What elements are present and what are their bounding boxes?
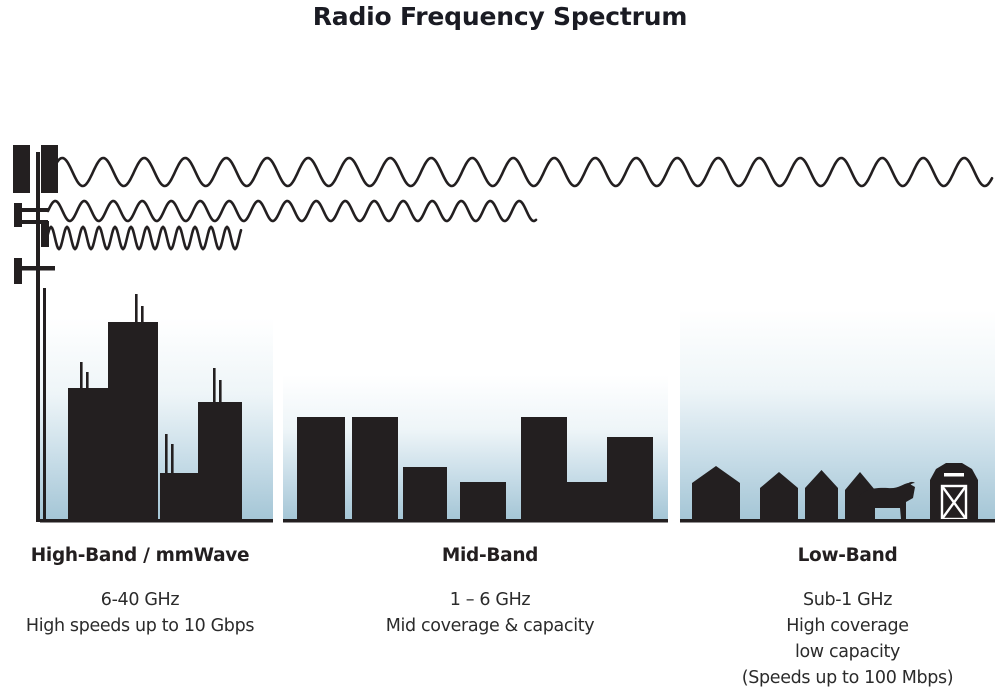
radio-waves-layer — [45, 156, 994, 251]
caption-mid-band: Mid-Band 1 – 6 GHz Mid coverage & capaci… — [350, 545, 630, 639]
mid-band-building-1 — [352, 417, 398, 519]
low-band-barn-body — [930, 463, 978, 519]
high-band-building-4-spire-0 — [213, 368, 216, 406]
band-detail-low-1: High coverage — [786, 616, 909, 636]
mid-band-wave — [46, 199, 538, 223]
low-band-house-1 — [760, 472, 798, 519]
low-band-panel — [680, 310, 995, 523]
tower-mast-secondary — [43, 288, 46, 522]
low-band-ground-line — [680, 519, 995, 523]
cell-tower-layer — [13, 145, 58, 522]
low-band-cow-body — [858, 483, 915, 519]
tower-mast-main — [36, 152, 40, 522]
band-detail-high-0: 6-40 GHz — [100, 590, 180, 610]
low-band-house-0 — [692, 466, 740, 519]
band-detail-high-1: High speeds up to 10 Gbps — [25, 616, 255, 636]
band-label-low: Low-Band — [797, 545, 898, 566]
band-detail-mid-0: 1 – 6 GHz — [449, 590, 531, 610]
band-label-mid: Mid-Band — [441, 545, 539, 566]
high-band-building-2-spire-0 — [135, 294, 138, 326]
high-band-building-2 — [108, 322, 158, 519]
mid-band-building-6 — [607, 437, 653, 519]
high-band-building-3-spire-1 — [171, 444, 174, 477]
high-band-wave — [45, 225, 243, 251]
band-detail-low-2: low capacity — [794, 642, 901, 662]
cell-tower — [13, 145, 58, 522]
mid-band-building-0 — [297, 417, 345, 519]
mid-band-building-2 — [403, 467, 447, 519]
high-band-building-4 — [198, 402, 242, 519]
band-detail-low-3: (Speeds up to 100 Mbps) — [741, 668, 954, 688]
page-title: Radio Frequency Spectrum — [312, 2, 688, 31]
tower-crossbar-1 — [22, 208, 48, 212]
tower-antenna-panel-4 — [41, 221, 49, 247]
tower-antenna-panel-3 — [14, 203, 22, 227]
low-band-house-2 — [805, 470, 838, 519]
high-band-building-0-spire-1 — [86, 372, 89, 392]
tower-crossbar-2 — [22, 220, 48, 224]
mid-band-ground-line — [283, 519, 668, 523]
low-band-cow-horn — [906, 481, 915, 487]
high-band-building-3 — [160, 473, 202, 519]
tower-crossbar-3 — [22, 266, 55, 271]
tower-antenna-panel-2 — [41, 145, 58, 193]
high-band-building-3-spire-0 — [165, 434, 168, 477]
band-label-high: High-Band / mmWave — [30, 545, 250, 566]
caption-high-band: High-Band / mmWave 6-40 GHz High speeds … — [0, 545, 280, 639]
band-detail-low-0: Sub-1 GHz — [802, 590, 893, 610]
band-detail-mid-1: Mid coverage & capacity — [385, 616, 595, 636]
high-band-building-4-spire-1 — [219, 380, 222, 406]
low-band-barn-hayloft-window — [944, 473, 964, 477]
low-band-barn — [930, 463, 978, 521]
mid-band-building-4 — [521, 417, 567, 519]
mid-band-building-5 — [567, 482, 607, 519]
high-band-panel — [40, 294, 273, 523]
high-band-building-0-spire-0 — [80, 362, 83, 392]
low-band-barn-door-brace-2 — [941, 485, 967, 520]
band-captions: High-Band / mmWave 6-40 GHz High speeds … — [0, 545, 1000, 700]
caption-low-band: Low-Band Sub-1 GHz High coverage low cap… — [705, 545, 990, 691]
mid-band-panel — [283, 375, 668, 523]
low-band-cow — [857, 481, 915, 519]
mid-band-building-3 — [460, 482, 506, 519]
tower-antenna-panel-5 — [14, 258, 22, 284]
low-band-cow-tail — [857, 498, 860, 514]
tower-antenna-panel-1 — [13, 145, 30, 193]
low-band-wave — [50, 156, 994, 188]
spectrum-diagram — [13, 145, 995, 523]
high-band-building-2-spire-1 — [141, 306, 144, 326]
spectrum-svg — [13, 145, 995, 523]
band-panels-layer — [40, 294, 995, 523]
high-band-ground-line — [40, 519, 273, 523]
